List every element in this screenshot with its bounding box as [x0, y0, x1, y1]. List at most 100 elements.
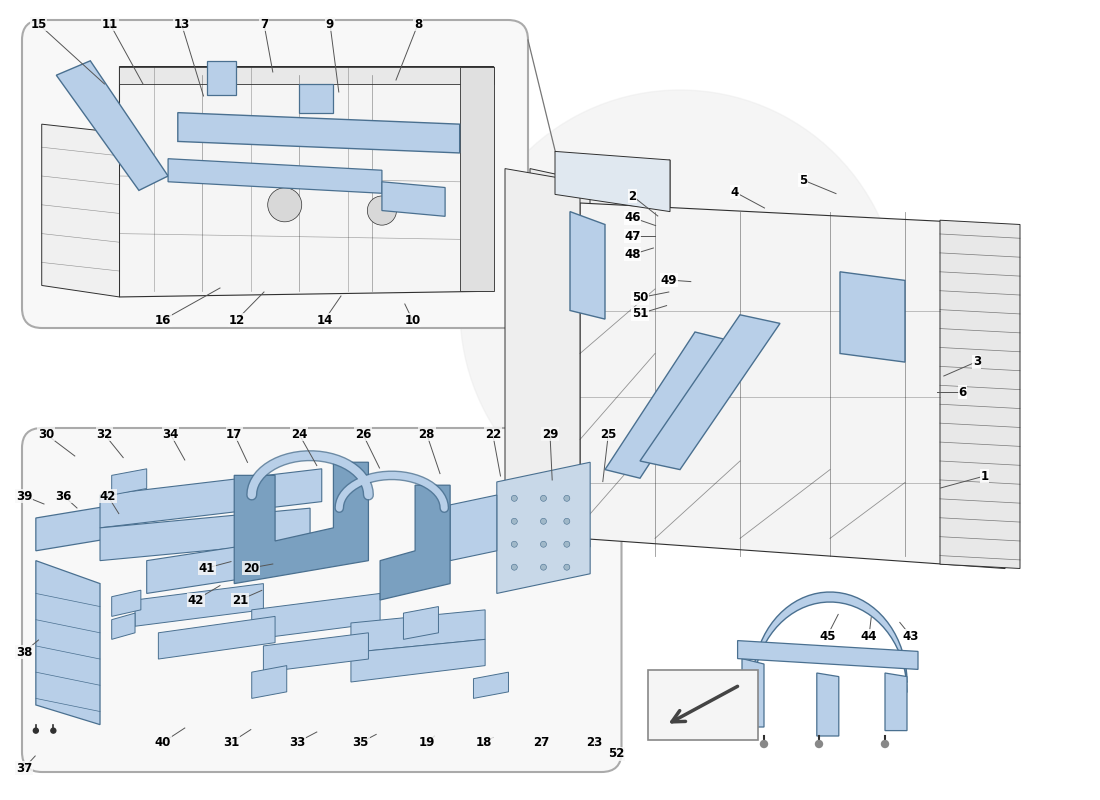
Circle shape: [540, 542, 547, 547]
Text: 5: 5: [799, 174, 807, 186]
Text: 43: 43: [903, 630, 918, 642]
Polygon shape: [505, 169, 580, 555]
Text: 15: 15: [31, 18, 46, 30]
Circle shape: [512, 495, 517, 502]
Polygon shape: [580, 203, 1005, 569]
Text: 12: 12: [229, 314, 244, 326]
Polygon shape: [460, 66, 494, 291]
Text: 42: 42: [100, 490, 116, 502]
Polygon shape: [146, 541, 275, 594]
Text: 29: 29: [542, 428, 558, 441]
Polygon shape: [56, 61, 168, 190]
Text: 16: 16: [155, 314, 170, 326]
Text: 22: 22: [485, 428, 501, 441]
Circle shape: [33, 728, 39, 733]
Circle shape: [512, 542, 517, 547]
Text: 44: 44: [860, 630, 878, 642]
Polygon shape: [738, 641, 918, 670]
Circle shape: [512, 518, 517, 524]
Polygon shape: [381, 485, 450, 600]
Polygon shape: [605, 332, 730, 478]
Text: 34: 34: [163, 428, 178, 441]
Text: 47: 47: [625, 230, 640, 242]
Text: 1: 1: [980, 470, 989, 482]
Text: 51: 51: [632, 307, 648, 320]
Polygon shape: [234, 462, 368, 583]
Polygon shape: [207, 61, 236, 95]
Polygon shape: [120, 66, 494, 297]
Circle shape: [564, 564, 570, 570]
Text: 24: 24: [292, 428, 307, 441]
Text: 48: 48: [625, 248, 640, 261]
Polygon shape: [530, 169, 590, 547]
Text: 35: 35: [353, 736, 369, 749]
Text: 25: 25: [601, 428, 616, 441]
Text: 3: 3: [972, 355, 981, 368]
Polygon shape: [263, 633, 368, 672]
Text: 33: 33: [289, 736, 305, 749]
Text: 36: 36: [56, 490, 72, 502]
Polygon shape: [940, 220, 1020, 569]
Text: 31: 31: [223, 736, 239, 749]
Circle shape: [540, 518, 547, 524]
Polygon shape: [742, 658, 764, 727]
Text: 26: 26: [355, 428, 371, 441]
Circle shape: [564, 542, 570, 547]
Text: 32: 32: [97, 428, 112, 441]
Polygon shape: [382, 182, 446, 216]
Circle shape: [267, 188, 301, 222]
Polygon shape: [252, 666, 287, 698]
Polygon shape: [640, 314, 780, 470]
Text: 39: 39: [16, 490, 32, 502]
Text: 21: 21: [232, 594, 248, 606]
Circle shape: [760, 741, 768, 747]
Polygon shape: [886, 673, 907, 730]
Text: 52: 52: [608, 747, 624, 760]
Circle shape: [540, 564, 547, 570]
Polygon shape: [351, 610, 485, 653]
Text: 1985: 1985: [728, 294, 782, 326]
Polygon shape: [112, 613, 135, 639]
Polygon shape: [112, 469, 146, 495]
Text: 9: 9: [326, 18, 334, 30]
Text: 8: 8: [414, 18, 422, 30]
Text: 4: 4: [730, 186, 739, 198]
Polygon shape: [36, 502, 135, 550]
Polygon shape: [570, 212, 605, 319]
Polygon shape: [404, 606, 439, 639]
Text: 28: 28: [419, 428, 435, 441]
Text: 50: 50: [632, 291, 648, 304]
Text: 40: 40: [155, 736, 170, 749]
Polygon shape: [351, 639, 485, 682]
Circle shape: [409, 187, 433, 211]
Text: 20: 20: [243, 562, 258, 574]
Polygon shape: [648, 670, 758, 740]
Text: 14: 14: [317, 314, 332, 326]
Polygon shape: [252, 594, 381, 639]
Polygon shape: [497, 462, 591, 594]
Polygon shape: [556, 151, 670, 212]
FancyBboxPatch shape: [22, 20, 528, 328]
Text: 49: 49: [660, 274, 676, 286]
Text: 42: 42: [188, 594, 204, 606]
Text: ©europaparts.com: ©europaparts.com: [636, 232, 824, 308]
Polygon shape: [168, 158, 382, 194]
Text: 23: 23: [586, 736, 602, 749]
FancyBboxPatch shape: [22, 428, 621, 772]
Text: 30: 30: [39, 428, 54, 441]
Polygon shape: [100, 508, 310, 561]
Polygon shape: [178, 113, 460, 153]
Polygon shape: [135, 583, 263, 626]
Polygon shape: [473, 672, 508, 698]
Text: 45: 45: [818, 630, 836, 642]
Circle shape: [512, 564, 517, 570]
Polygon shape: [112, 590, 141, 616]
Circle shape: [564, 495, 570, 502]
Polygon shape: [817, 673, 839, 736]
Text: 11: 11: [102, 18, 118, 30]
Polygon shape: [42, 124, 120, 297]
Circle shape: [881, 741, 889, 747]
Text: 41: 41: [199, 562, 214, 574]
Circle shape: [564, 518, 570, 524]
Text: 46: 46: [625, 211, 640, 224]
